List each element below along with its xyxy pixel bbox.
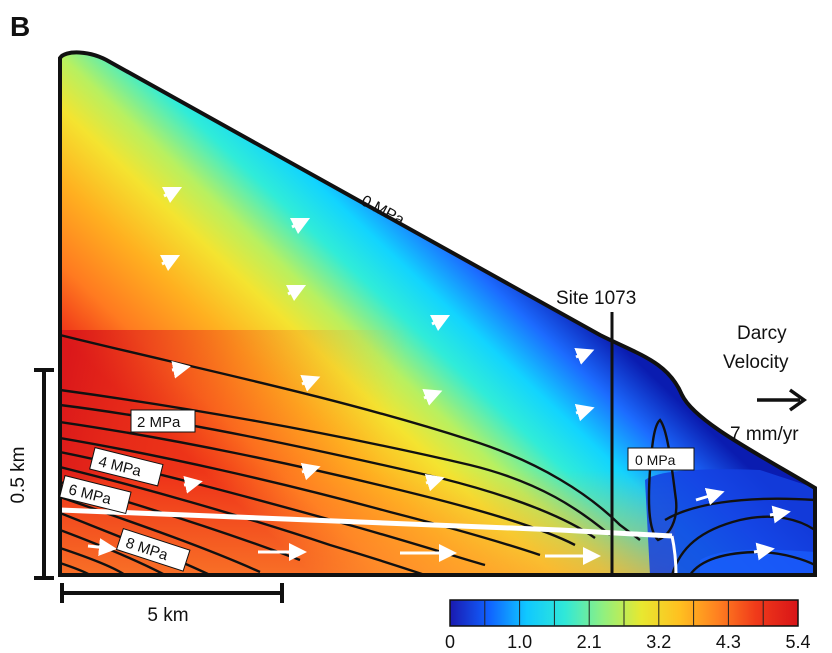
decollement-line bbox=[60, 507, 673, 539]
panel-label: B bbox=[10, 11, 30, 42]
site-label: Site 1073 bbox=[556, 288, 636, 309]
wedge-outline bbox=[58, 50, 817, 577]
pressure-field bbox=[60, 52, 815, 575]
contour-label-toe: 0 MPa bbox=[627, 447, 695, 471]
vertical-scale-bar bbox=[34, 368, 54, 580]
horizontal-scale-bar bbox=[60, 583, 284, 603]
colorbar: 0 1.0 2.1 3.2 4.3 5.4 bbox=[445, 599, 811, 652]
legend-arrow-icon bbox=[757, 388, 808, 412]
darcy-arrows bbox=[87, 186, 791, 565]
colorbar-tick-label: 5.4 bbox=[785, 632, 810, 652]
colorbar-tick-label: 1.0 bbox=[507, 632, 532, 652]
horizontal-scale-label: 5 km bbox=[147, 605, 188, 626]
contour-label-2: 2 MPa bbox=[130, 409, 196, 433]
legend-title-line1: Darcy bbox=[737, 323, 787, 344]
svg-text:2 MPa: 2 MPa bbox=[137, 414, 181, 431]
svg-text:0 MPa: 0 MPa bbox=[635, 452, 676, 468]
vertical-scale-label: 0.5 km bbox=[8, 446, 29, 503]
legend-value: 7 mm/yr bbox=[730, 424, 799, 445]
colorbar-tick-label: 2.1 bbox=[577, 632, 602, 652]
colorbar-tick-label: 3.2 bbox=[646, 632, 671, 652]
colorbar-tick-label: 4.3 bbox=[716, 632, 741, 652]
legend-title-line2: Velocity bbox=[723, 352, 789, 373]
colorbar-tick-label: 0 bbox=[445, 632, 455, 652]
